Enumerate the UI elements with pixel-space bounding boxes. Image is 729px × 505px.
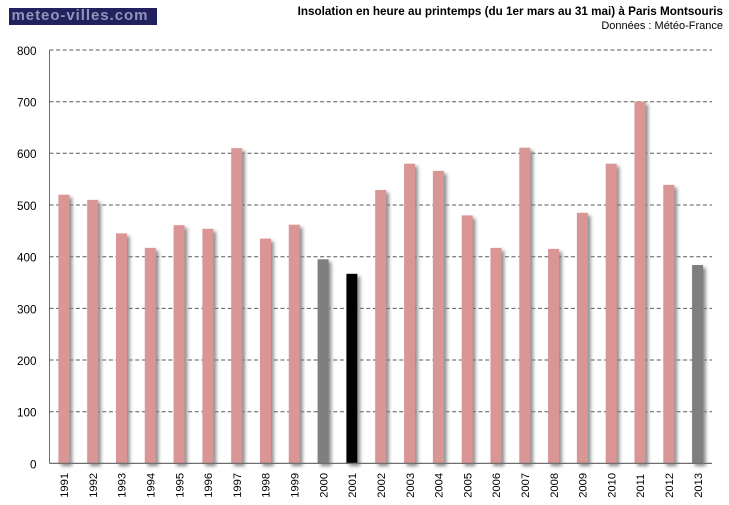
svg-text:400: 400 — [17, 252, 37, 265]
svg-text:2013: 2013 — [693, 473, 705, 498]
svg-text:700: 700 — [17, 97, 37, 110]
svg-text:1992: 1992 — [88, 473, 100, 498]
svg-text:1997: 1997 — [232, 473, 244, 498]
svg-text:2009: 2009 — [578, 473, 590, 498]
svg-text:1998: 1998 — [261, 473, 273, 498]
svg-text:2007: 2007 — [520, 473, 532, 498]
svg-text:1995: 1995 — [174, 473, 186, 498]
svg-text:2006: 2006 — [491, 473, 503, 498]
svg-text:200: 200 — [17, 355, 37, 368]
svg-text:600: 600 — [17, 148, 37, 161]
svg-text:1991: 1991 — [59, 473, 71, 498]
svg-text:300: 300 — [17, 303, 37, 316]
svg-text:0: 0 — [30, 458, 37, 471]
svg-text:500: 500 — [17, 200, 37, 213]
svg-text:2010: 2010 — [606, 473, 618, 498]
svg-text:2005: 2005 — [462, 473, 474, 498]
svg-text:800: 800 — [17, 45, 37, 58]
svg-text:2004: 2004 — [434, 473, 446, 498]
svg-text:1999: 1999 — [290, 473, 302, 498]
svg-text:2012: 2012 — [664, 473, 676, 498]
svg-text:2011: 2011 — [635, 474, 647, 498]
svg-text:2000: 2000 — [318, 473, 330, 498]
svg-text:2001: 2001 — [347, 473, 359, 498]
svg-text:1996: 1996 — [203, 473, 215, 498]
svg-text:2008: 2008 — [549, 473, 561, 498]
svg-text:100: 100 — [17, 407, 37, 420]
svg-text:1994: 1994 — [146, 473, 158, 498]
svg-text:1993: 1993 — [117, 473, 129, 498]
svg-text:2003: 2003 — [405, 473, 417, 498]
svg-text:2002: 2002 — [376, 473, 388, 498]
